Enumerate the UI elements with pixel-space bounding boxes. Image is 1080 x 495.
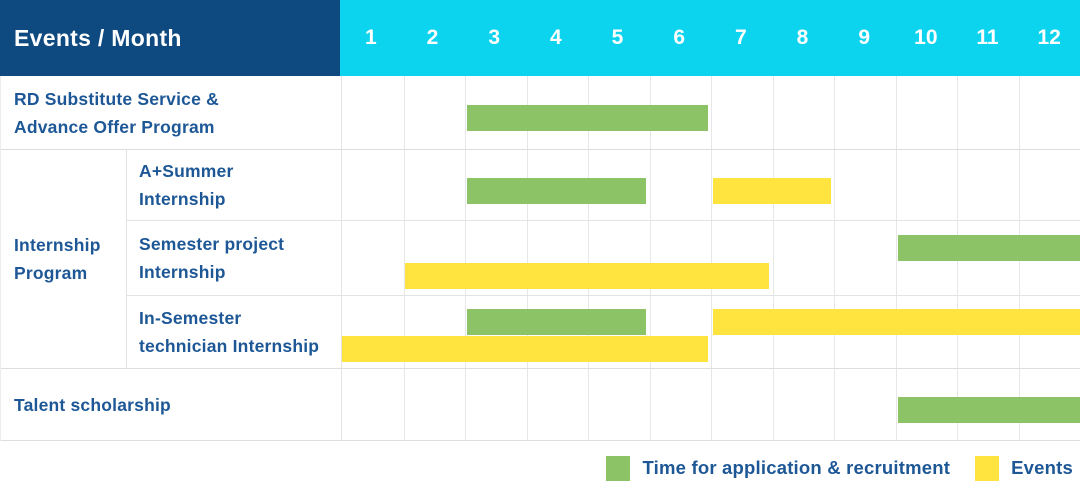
row-rd-substitute: RD Substitute Service & Advance Offer Pr… [1, 76, 1080, 150]
gantt-chart-cell [341, 150, 1080, 220]
internship-program-group: Internship Program A+Summer Internship S… [1, 150, 1080, 369]
month-gridline [527, 369, 528, 440]
month-gridline [404, 221, 405, 295]
month-gridline [711, 76, 712, 149]
month-gridline [957, 150, 958, 220]
month-gridline [834, 369, 835, 440]
month-gridline [834, 150, 835, 220]
month-header-cell: 10 [895, 0, 957, 76]
month-gridline [896, 76, 897, 149]
row-label: In-Semester technician Internship [139, 304, 341, 360]
gantt-bar-application [898, 235, 1080, 261]
row-in-semester-technician: In-Semester technician Internship [127, 295, 1080, 368]
gantt-chart-cell [341, 369, 1080, 440]
month-gridline [1019, 76, 1020, 149]
row-label-cell: Talent scholarship [1, 369, 341, 440]
gantt-bar-event [405, 263, 769, 289]
row-talent-scholarship: Talent scholarship [1, 369, 1080, 441]
month-gridline [834, 221, 835, 295]
month-header-cell: 3 [463, 0, 525, 76]
gantt-chart-cell [341, 295, 1080, 368]
legend: Time for application & recruitment Event… [0, 441, 1080, 495]
gantt-bar-event [713, 178, 831, 204]
row-label: Semester project Internship [139, 230, 341, 286]
month-gridline [773, 221, 774, 295]
events-month-header-cell: Events / Month [0, 0, 340, 76]
month-header-cell: 9 [833, 0, 895, 76]
row-label: A+Summer Internship [139, 157, 341, 213]
gantt-bar-application [467, 105, 708, 131]
gantt-bar-event [713, 309, 1080, 335]
group-label-cell: Internship Program [1, 150, 126, 368]
gantt-bar-application [467, 178, 647, 204]
legend-label: Events [1011, 457, 1073, 479]
month-gridline [896, 150, 897, 220]
month-gridline [773, 76, 774, 149]
month-gridline [588, 369, 589, 440]
month-header-cell: 4 [525, 0, 587, 76]
month-header-cell: 12 [1018, 0, 1080, 76]
row-label: Talent scholarship [14, 391, 341, 419]
legend-item-events: Events [975, 456, 1073, 481]
month-gridline [896, 369, 897, 440]
month-gridline [957, 76, 958, 149]
month-gridline [465, 369, 466, 440]
month-gridline [465, 150, 466, 220]
month-gridline [650, 150, 651, 220]
month-gridline [773, 369, 774, 440]
month-gridline [834, 76, 835, 149]
legend-label: Time for application & recruitment [642, 457, 950, 479]
month-gridline [1019, 150, 1020, 220]
row-label-cell: A+Summer Internship [127, 150, 341, 220]
group-label: Internship Program [14, 231, 114, 287]
month-gridline [650, 369, 651, 440]
row-label-cell: RD Substitute Service & Advance Offer Pr… [1, 76, 341, 149]
month-gridline [711, 296, 712, 368]
group-subrows: A+Summer Internship Semester project Int… [126, 150, 1080, 368]
month-gridline [465, 76, 466, 149]
row-label-cell: Semester project Internship [127, 220, 341, 295]
month-header-cell: 11 [957, 0, 1019, 76]
month-header-cell: 7 [710, 0, 772, 76]
month-gridline [404, 369, 405, 440]
gantt-bar-event [342, 336, 708, 362]
gantt-bar-application [467, 309, 647, 335]
row-label: RD Substitute Service & Advance Offer Pr… [14, 85, 341, 141]
month-header-cell: 2 [402, 0, 464, 76]
events-swatch-icon [975, 456, 999, 481]
month-header-cell: 8 [772, 0, 834, 76]
gantt-chart-cell [341, 76, 1080, 149]
gantt-chart-cell [341, 220, 1080, 295]
month-header-cell: 6 [648, 0, 710, 76]
table-body: RD Substitute Service & Advance Offer Pr… [0, 76, 1080, 441]
application-recruitment-swatch-icon [606, 456, 630, 481]
month-header-cell: 1 [340, 0, 402, 76]
row-label-cell: In-Semester technician Internship [127, 295, 341, 368]
month-gridline [896, 221, 897, 295]
month-gridline [404, 150, 405, 220]
month-gridline [711, 150, 712, 220]
row-semester-project: Semester project Internship [127, 220, 1080, 295]
month-gridline [711, 369, 712, 440]
row-a-plus-summer: A+Summer Internship [127, 150, 1080, 220]
header-title: Events / Month [14, 25, 182, 52]
month-gridline [404, 76, 405, 149]
month-header-cell: 5 [587, 0, 649, 76]
legend-item-application: Time for application & recruitment [606, 456, 950, 481]
gantt-bar-application [898, 397, 1080, 423]
